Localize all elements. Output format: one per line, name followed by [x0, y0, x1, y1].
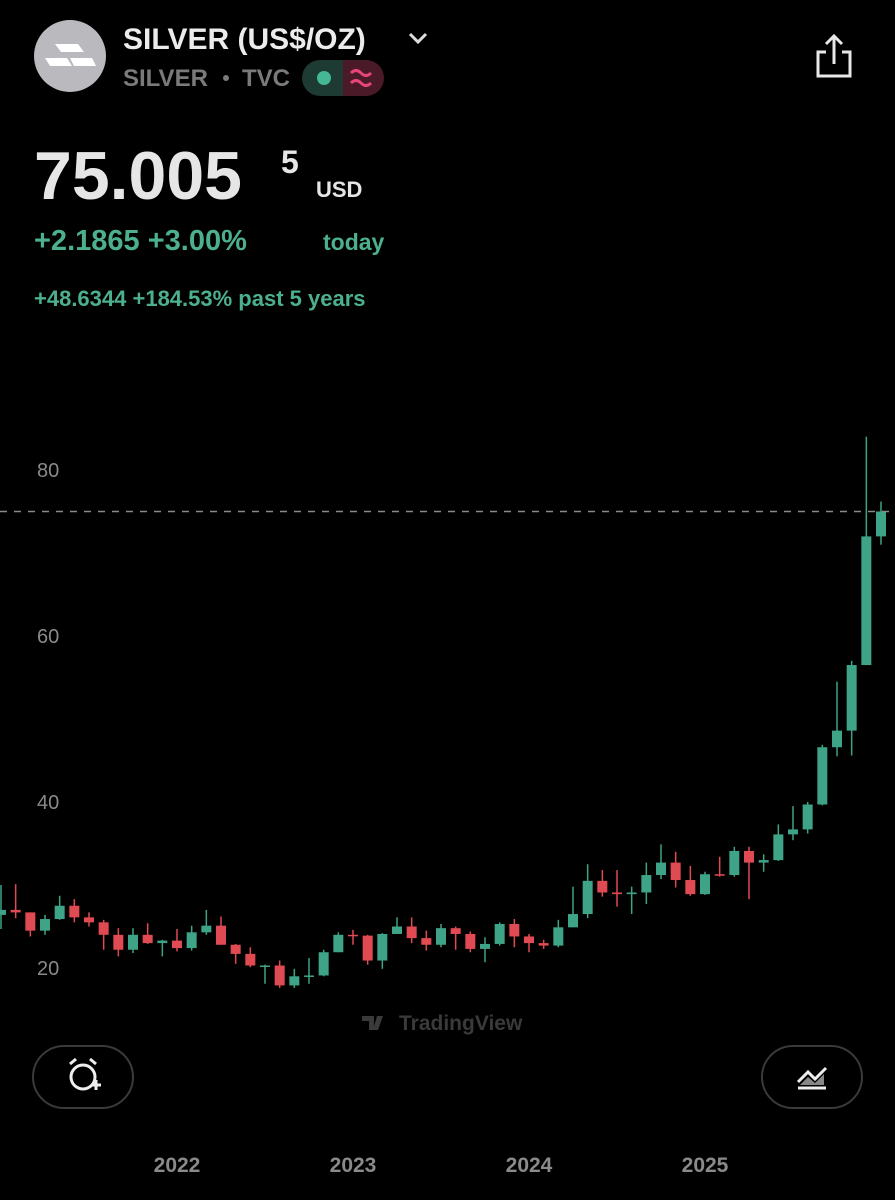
- candle-body: [582, 880, 593, 915]
- candle-body: [421, 938, 432, 945]
- candle-body: [773, 834, 784, 861]
- candle-body: [758, 860, 769, 863]
- change-today: +2.1865 +3.00%: [34, 225, 247, 257]
- y-tick-label: 60: [37, 626, 59, 648]
- separator-dot: [223, 75, 229, 81]
- candle-body: [494, 924, 505, 944]
- candle-body: [509, 924, 520, 937]
- symbol-name: SILVER: [123, 65, 208, 92]
- dropdown-chevron[interactable]: [408, 32, 428, 45]
- y-tick-label: 20: [37, 958, 59, 980]
- candle-body: [685, 880, 696, 895]
- candle-body: [98, 922, 109, 935]
- candle-body: [876, 511, 886, 537]
- candle-body: [832, 730, 842, 748]
- candle-body: [788, 829, 798, 835]
- candle-body: [25, 912, 36, 931]
- alert-button[interactable]: [32, 1045, 134, 1109]
- candle-body: [54, 905, 65, 920]
- candle-body: [436, 928, 446, 945]
- y-tick-label: 40: [37, 792, 59, 814]
- candle-body: [69, 905, 80, 918]
- change-5y: +48.6344 +184.53% past 5 years: [34, 286, 366, 311]
- y-tick-label: 80: [37, 460, 59, 482]
- candle-body: [230, 944, 241, 954]
- candle-body: [392, 926, 402, 934]
- candle-body: [714, 874, 725, 876]
- candle-body: [201, 925, 212, 933]
- watermark: TradingView: [362, 1012, 523, 1035]
- candle-body: [597, 880, 608, 893]
- x-tick-label: 2023: [330, 1154, 377, 1177]
- status-badge[interactable]: [302, 60, 384, 96]
- candle-body: [142, 934, 153, 944]
- candle-body: [128, 934, 138, 950]
- x-tick-label: 2025: [682, 1154, 729, 1177]
- candle-body: [553, 927, 564, 946]
- x-tick-label: 2022: [154, 1154, 201, 1177]
- price: 75.005: [34, 138, 242, 214]
- share-button[interactable]: [816, 33, 852, 78]
- candle-body: [538, 943, 549, 946]
- candle-body: [846, 665, 857, 731]
- candle-body: [333, 934, 344, 953]
- candle-body: [0, 909, 6, 915]
- candle-body: [304, 975, 314, 977]
- candle-body: [172, 940, 182, 949]
- candle-body: [245, 953, 256, 966]
- candle-body: [84, 917, 94, 923]
- candle-body: [450, 928, 461, 934]
- candle-body: [568, 914, 578, 928]
- candle-body: [802, 804, 813, 830]
- symbol-icon: [34, 20, 106, 92]
- candle-body: [406, 926, 417, 939]
- candle-body: [216, 925, 226, 945]
- candle-body: [186, 932, 197, 949]
- candle-body: [40, 919, 50, 931]
- candle-body: [524, 936, 534, 944]
- candle-body: [157, 940, 168, 944]
- candle-body: [656, 862, 666, 876]
- currency: USD: [316, 177, 362, 202]
- candle-body: [729, 850, 740, 876]
- candle-body: [348, 934, 358, 937]
- candle-body: [612, 892, 622, 895]
- candle-body: [377, 933, 388, 961]
- candle-body: [670, 862, 681, 881]
- candle-body: [744, 850, 754, 863]
- x-tick-label: 2024: [506, 1154, 553, 1177]
- candle-body: [861, 536, 872, 666]
- candle-body: [465, 933, 476, 949]
- candle-body: [626, 892, 637, 895]
- price-last-digit: 5: [281, 144, 299, 180]
- candle-body: [274, 965, 285, 986]
- candle-body: [113, 934, 124, 950]
- exchange-name: TVC: [242, 65, 290, 92]
- today-label: today: [323, 229, 385, 255]
- chart-style-button[interactable]: [761, 1045, 863, 1109]
- candle-body: [289, 976, 300, 986]
- candle-body: [700, 874, 710, 895]
- watermark-text: TradingView: [399, 1012, 523, 1035]
- symbol-title[interactable]: SILVER (US$/OZ): [123, 23, 366, 56]
- candle-body: [10, 909, 21, 913]
- candle-body: [260, 965, 270, 968]
- candle-body: [641, 875, 652, 893]
- candle-body: [817, 747, 828, 805]
- candle-body: [318, 952, 329, 976]
- candle-body: [480, 943, 490, 949]
- candle-body: [362, 935, 373, 961]
